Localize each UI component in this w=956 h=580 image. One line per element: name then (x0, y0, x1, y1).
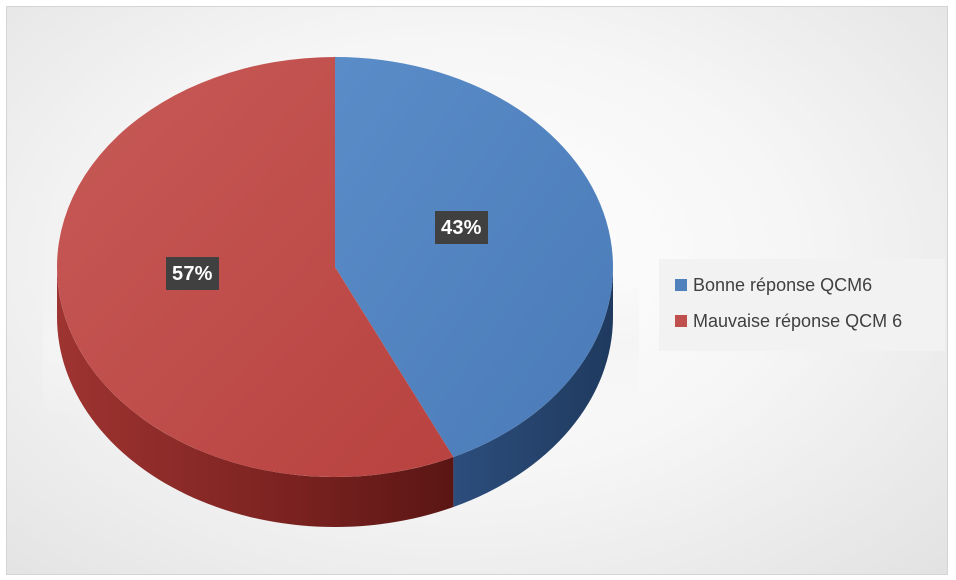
legend-swatch-red (675, 315, 687, 327)
pie-slices (56, 56, 613, 527)
legend-label-bonne: Bonne réponse QCM6 (693, 274, 873, 295)
legend-item-mauvaise: Mauvaise réponse QCM 6 (675, 303, 945, 339)
pie-slice-bonne-side (453, 267, 613, 507)
data-label-mauvaise: 57% (166, 257, 219, 290)
pie-slice-mauvaise (56, 56, 454, 477)
legend-item-bonne: Bonne réponse QCM6 (675, 267, 945, 303)
pie-chart (56, 56, 613, 527)
pie-slice-bonne (335, 57, 613, 457)
legend-label-mauvaise: Mauvaise réponse QCM 6 (693, 310, 903, 331)
legend-swatch-blue (675, 279, 687, 291)
data-label-bonne: 43% (435, 211, 488, 244)
chart-area: 57% 43% Bonne réponse QCM6 Mauvaise répo… (6, 6, 948, 575)
pie-slice-mauvaise-side (57, 267, 454, 527)
legend: Bonne réponse QCM6 Mauvaise réponse QCM … (659, 259, 945, 351)
